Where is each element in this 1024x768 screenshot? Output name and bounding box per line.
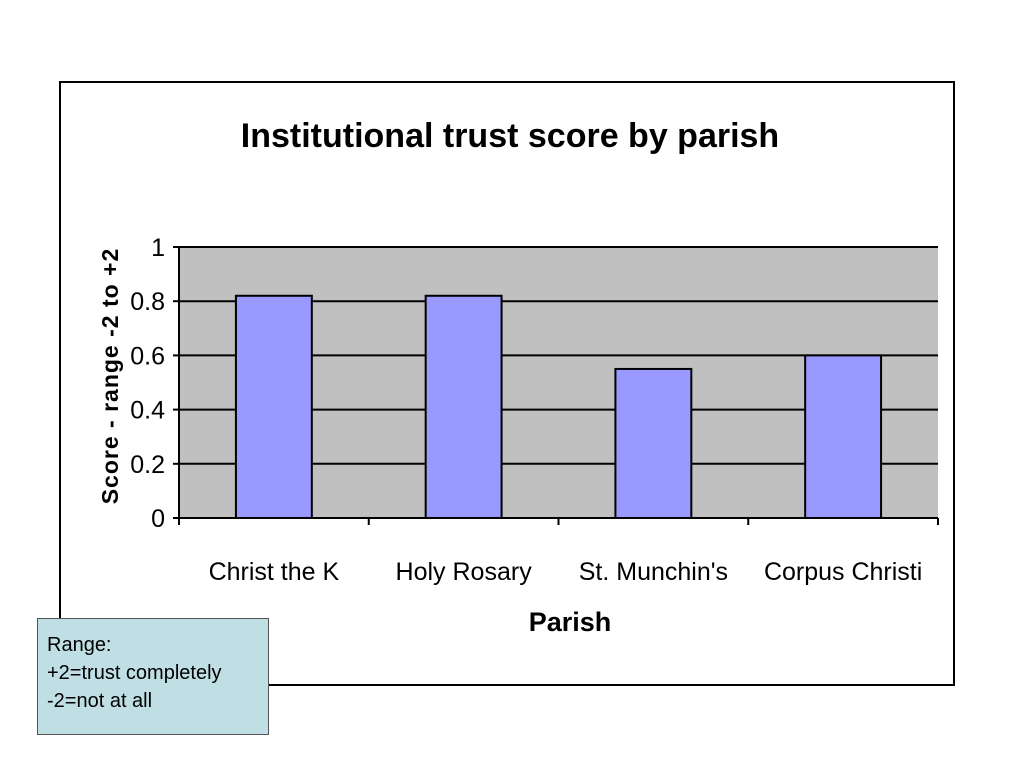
y-tick-labels: 0 0.2 0.4 0.6 0.8 1 bbox=[130, 234, 165, 533]
range-note-line-2: +2=trust completely bbox=[47, 662, 222, 684]
x-axis-title: Parish bbox=[529, 607, 612, 637]
x-tick-label: Holy Rosary bbox=[396, 558, 533, 586]
x-tick-label: St. Munchin's bbox=[579, 558, 728, 586]
x-tick-label: Christ the K bbox=[209, 558, 340, 586]
bar bbox=[804, 354, 883, 519]
y-tick-label: 0.4 bbox=[130, 397, 165, 425]
bars bbox=[234, 294, 883, 520]
range-note-line-1: Range: bbox=[47, 634, 112, 656]
bar bbox=[614, 367, 693, 520]
x-tick-label: Corpus Christi bbox=[764, 558, 922, 586]
bar bbox=[234, 294, 313, 519]
chart-title: Institutional trust score by parish bbox=[241, 117, 779, 155]
axes bbox=[173, 246, 939, 525]
y-tick-label: 0.2 bbox=[130, 451, 165, 479]
range-note: Range: +2=trust completely -2=not at all bbox=[37, 618, 269, 735]
y-tick-label: 0.6 bbox=[130, 342, 165, 370]
range-note-line-3: -2=not at all bbox=[47, 690, 153, 712]
y-tick-label: 0 bbox=[151, 505, 165, 533]
y-tick-label: 1 bbox=[151, 234, 165, 262]
y-axis-title: Score - range -2 to +2 bbox=[97, 248, 123, 505]
x-tick-labels: Christ the K Holy Rosary St. Munchin's Corp… bbox=[209, 558, 923, 586]
bar bbox=[424, 294, 503, 519]
y-tick-label: 0.8 bbox=[130, 288, 165, 316]
